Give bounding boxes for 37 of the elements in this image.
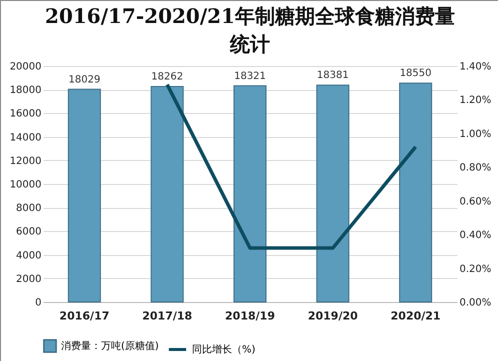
x-tick-label: 2020/21 [390, 310, 441, 322]
bar [150, 86, 184, 302]
chart-title: 2016/17-2020/21年制糖期全球食糖消费量统计 [45, 4, 455, 56]
bar [399, 82, 432, 302]
x-tick-label: 2016/17 [59, 310, 110, 322]
data-label: 18381 [316, 70, 349, 82]
y-tick-label: 12000 [10, 156, 42, 167]
data-label: 18262 [151, 72, 184, 83]
y-tick-label: 10000 [10, 180, 42, 190]
y-tick-label: 14000 [10, 132, 42, 144]
y2-tick-label: 1.20% [460, 95, 492, 106]
y2-tick-label: 0.00% [460, 298, 492, 308]
y-tick-label: 18000 [10, 85, 42, 96]
y-tick-label: 6000 [16, 226, 42, 238]
legend-label: 消费量：万吨(原糖值) [61, 340, 159, 352]
x-tick-label: 2018/19 [225, 310, 275, 322]
y-tick-label: 0 [35, 298, 42, 308]
y-tick-label: 20000 [10, 62, 42, 72]
bar [316, 84, 350, 302]
data-label: 18029 [68, 74, 100, 86]
bar [234, 85, 266, 302]
y2-tick-label: 0.20% [460, 264, 492, 275]
y2-tick-label: 1.00% [460, 128, 492, 140]
bar [68, 88, 101, 302]
y-tick-label: 8000 [16, 203, 42, 214]
y-tick-label: 4000 [16, 250, 42, 262]
y2-tick-label: 0.40% [460, 230, 492, 242]
data-label: 18321 [234, 70, 266, 82]
legend-label: 同比增长（%) [192, 344, 256, 356]
x-tick-label: 2019/20 [308, 310, 358, 322]
y2-tick-label: 0.60% [460, 196, 492, 208]
y-tick-label: 16000 [10, 108, 42, 120]
y-tick-label: 2000 [16, 274, 42, 285]
y2-tick-label: 1.40% [460, 62, 492, 72]
x-tick-label: 2017/18 [142, 310, 192, 322]
y2-tick-label: 0.80% [460, 162, 492, 174]
data-label: 18550 [400, 68, 432, 80]
